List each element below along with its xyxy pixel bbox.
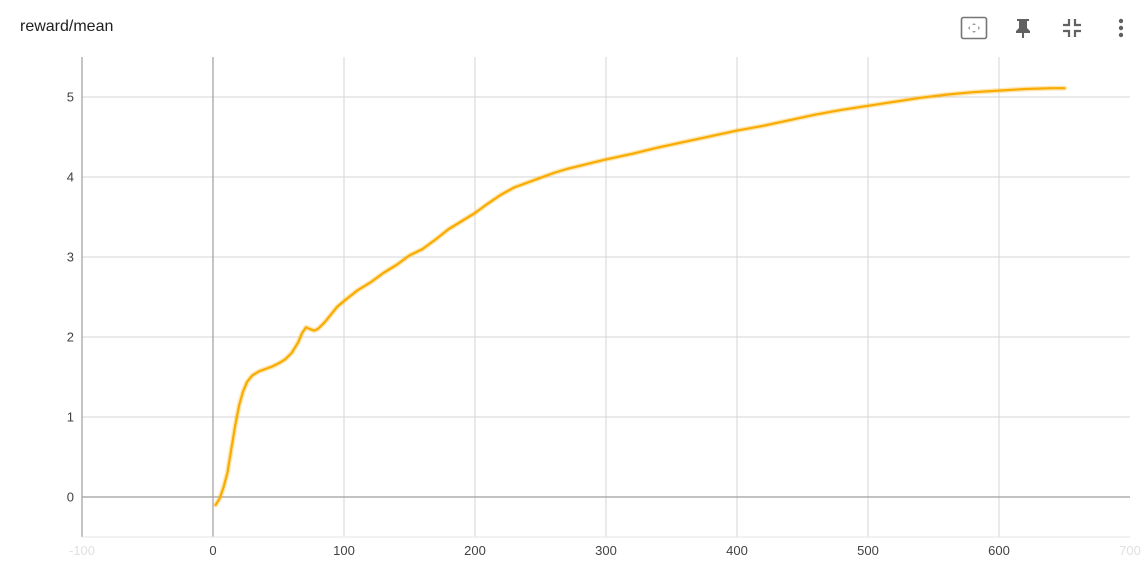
fit-domain-icon bbox=[960, 16, 988, 40]
x-tick-labels: -100 0 100 200 300 400 500 600 700 bbox=[69, 543, 1141, 558]
y-tick-label: 3 bbox=[67, 250, 74, 265]
x-tick-label: 100 bbox=[333, 543, 355, 558]
collapse-button[interactable] bbox=[1056, 12, 1088, 44]
x-tick-label: 200 bbox=[464, 543, 486, 558]
more-options-button[interactable] bbox=[1105, 12, 1137, 44]
collapse-icon bbox=[1061, 17, 1083, 39]
axes bbox=[81, 57, 1130, 538]
y-tick-label: 5 bbox=[67, 90, 74, 105]
y-tick-label: 4 bbox=[67, 170, 74, 185]
x-tick-label: -100 bbox=[69, 543, 95, 558]
card-toolbar bbox=[941, 12, 1137, 44]
x-tick-label: 0 bbox=[209, 543, 216, 558]
y-tick-label: 0 bbox=[67, 490, 74, 505]
series-raw-halo bbox=[213, 85, 1067, 508]
grid-lines bbox=[82, 57, 1130, 537]
y-tick-labels: 0 1 2 3 4 5 bbox=[67, 90, 74, 505]
y-tick-label: 2 bbox=[67, 330, 74, 345]
x-tick-label: 300 bbox=[595, 543, 617, 558]
x-tick-label: 700 bbox=[1119, 543, 1141, 558]
fit-domain-button[interactable] bbox=[958, 12, 990, 44]
series-line[interactable] bbox=[214, 87, 1066, 507]
pin-button[interactable] bbox=[1007, 12, 1039, 44]
series-layer bbox=[213, 85, 1067, 508]
y-tick-label: 1 bbox=[67, 410, 74, 425]
more-vert-icon bbox=[1117, 17, 1125, 39]
x-tick-label: 500 bbox=[857, 543, 879, 558]
x-tick-label: 400 bbox=[726, 543, 748, 558]
x-tick-label: 600 bbox=[988, 543, 1010, 558]
chart-title: reward/mean bbox=[20, 18, 114, 35]
pin-icon bbox=[1013, 17, 1033, 39]
